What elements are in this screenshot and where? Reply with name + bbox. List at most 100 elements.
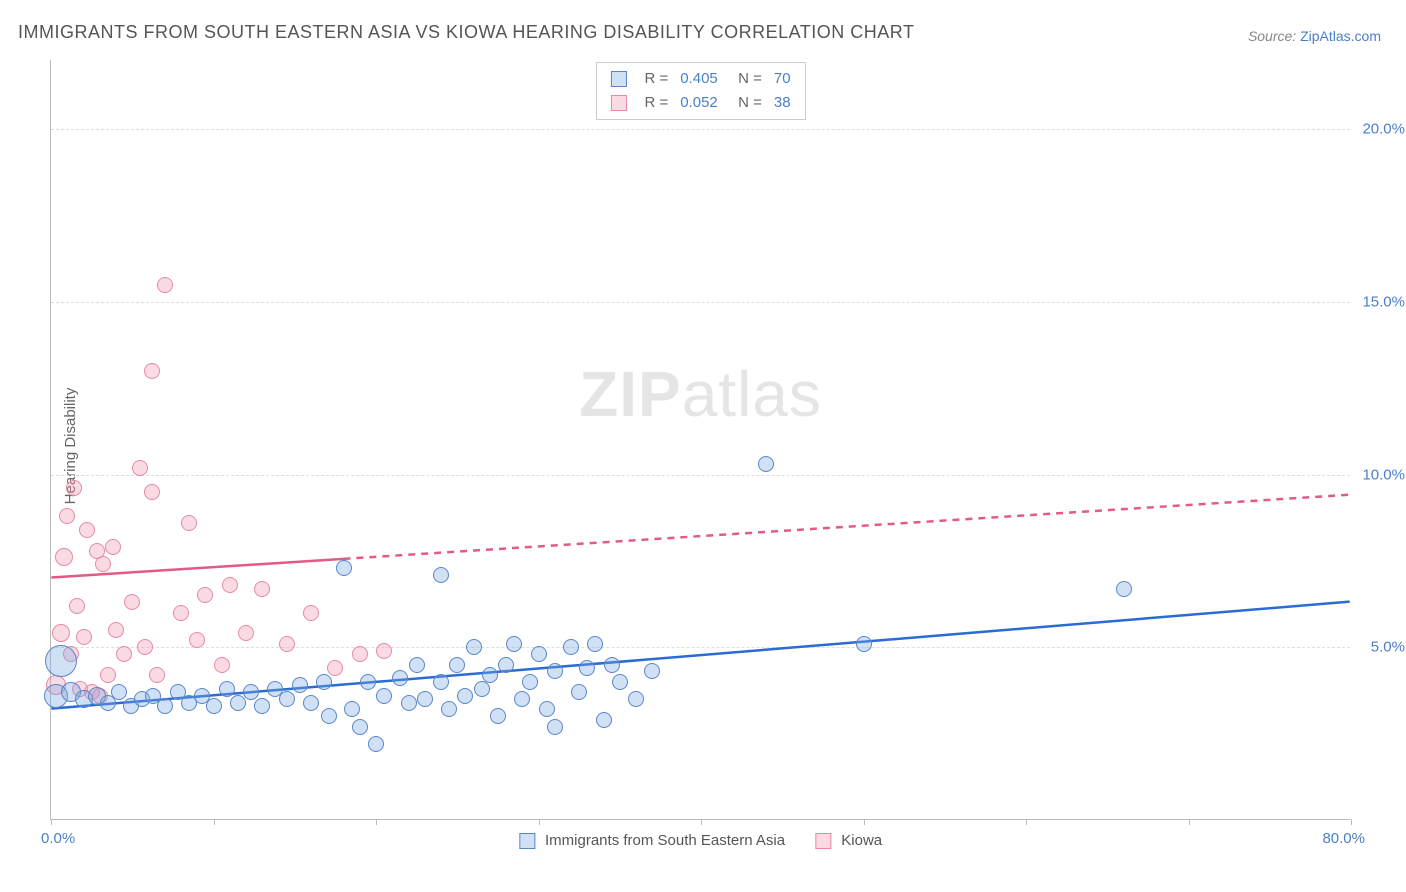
- blue-point: [758, 456, 774, 472]
- blue-point: [531, 646, 547, 662]
- blue-point: [547, 719, 563, 735]
- blue-point: [254, 698, 270, 714]
- watermark-zip: ZIP: [579, 358, 682, 430]
- blue-point: [279, 691, 295, 707]
- blue-point: [157, 698, 173, 714]
- blue-point: [604, 657, 620, 673]
- blue-point: [628, 691, 644, 707]
- blue-point: [409, 657, 425, 673]
- swatch-blue-icon: [610, 71, 626, 87]
- pink-point: [69, 598, 85, 614]
- x-tick-mark: [376, 819, 377, 825]
- swatch-pink-icon: [815, 833, 831, 849]
- blue-point: [433, 674, 449, 690]
- pink-point: [197, 587, 213, 603]
- x-tick-mark: [701, 819, 702, 825]
- blue-point: [45, 645, 77, 677]
- blue-point: [596, 712, 612, 728]
- source-attribution: Source: ZipAtlas.com: [1248, 28, 1381, 44]
- blue-point: [392, 670, 408, 686]
- x-axis-max-label: 80.0%: [1322, 830, 1365, 847]
- blue-point: [579, 660, 595, 676]
- blue-point: [376, 688, 392, 704]
- pink-point: [59, 508, 75, 524]
- watermark-atlas: atlas: [682, 358, 822, 430]
- blue-point: [401, 695, 417, 711]
- pink-point: [222, 577, 238, 593]
- x-tick-mark: [1189, 819, 1190, 825]
- chart-title: IMMIGRANTS FROM SOUTH EASTERN ASIA VS KI…: [18, 22, 914, 43]
- pink-point: [238, 625, 254, 641]
- pink-point: [181, 515, 197, 531]
- x-tick-mark: [864, 819, 865, 825]
- pink-point: [149, 667, 165, 683]
- pink-point: [376, 643, 392, 659]
- blue-point: [482, 667, 498, 683]
- pink-point: [66, 480, 82, 496]
- x-axis-min-label: 0.0%: [41, 830, 75, 847]
- source-link[interactable]: ZipAtlas.com: [1300, 28, 1381, 44]
- n-label: N =: [730, 91, 762, 115]
- x-tick-mark: [214, 819, 215, 825]
- pink-point: [189, 632, 205, 648]
- blue-point: [498, 657, 514, 673]
- pink-point: [173, 605, 189, 621]
- gridline: [51, 475, 1350, 476]
- pink-point: [327, 660, 343, 676]
- blue-point: [206, 698, 222, 714]
- swatch-blue-icon: [519, 833, 535, 849]
- blue-point: [449, 657, 465, 673]
- blue-point: [219, 681, 235, 697]
- blue-point: [474, 681, 490, 697]
- blue-point: [514, 691, 530, 707]
- blue-point: [466, 639, 482, 655]
- pink-point: [105, 539, 121, 555]
- blue-point: [441, 701, 457, 717]
- blue-point: [856, 636, 872, 652]
- blue-point: [111, 684, 127, 700]
- correlation-legend: R = 0.405 N = 70 R = 0.052 N = 38: [595, 62, 805, 120]
- pink-point: [144, 484, 160, 500]
- y-tick-label: 10.0%: [1362, 466, 1405, 483]
- pink-point: [137, 639, 153, 655]
- pink-point: [157, 277, 173, 293]
- r-label: R =: [644, 91, 668, 115]
- blue-point: [368, 736, 384, 752]
- pink-point: [100, 667, 116, 683]
- series-legend: Immigrants from South Eastern Asia Kiowa: [519, 832, 882, 849]
- blue-point: [547, 663, 563, 679]
- pink-point: [55, 548, 73, 566]
- pink-point: [254, 581, 270, 597]
- pink-point: [352, 646, 368, 662]
- blue-point: [539, 701, 555, 717]
- pink-point: [214, 657, 230, 673]
- legend-label-blue: Immigrants from South Eastern Asia: [545, 832, 785, 849]
- n-label: N =: [730, 67, 762, 91]
- blue-point: [506, 636, 522, 652]
- y-tick-label: 15.0%: [1362, 293, 1405, 310]
- trend-lines: [51, 60, 1350, 819]
- pink-point: [303, 605, 319, 621]
- blue-point: [457, 688, 473, 704]
- blue-point: [563, 639, 579, 655]
- blue-point: [344, 701, 360, 717]
- blue-point: [644, 663, 660, 679]
- gridline: [51, 129, 1350, 130]
- pink-point: [76, 629, 92, 645]
- pink-point: [279, 636, 295, 652]
- blue-point: [316, 674, 332, 690]
- plot-area: ZIPatlas R = 0.405 N = 70 R = 0.052 N = …: [50, 60, 1350, 820]
- legend-label-pink: Kiowa: [841, 832, 882, 849]
- blue-point: [303, 695, 319, 711]
- blue-point: [336, 560, 352, 576]
- pink-point: [95, 556, 111, 572]
- r-value-pink: 0.052: [680, 91, 718, 115]
- blue-point: [1116, 581, 1132, 597]
- gridline: [51, 647, 1350, 648]
- blue-point: [571, 684, 587, 700]
- r-value-blue: 0.405: [680, 67, 718, 91]
- pink-point: [144, 363, 160, 379]
- y-tick-label: 5.0%: [1371, 639, 1405, 656]
- x-tick-mark: [539, 819, 540, 825]
- x-tick-mark: [1351, 819, 1352, 825]
